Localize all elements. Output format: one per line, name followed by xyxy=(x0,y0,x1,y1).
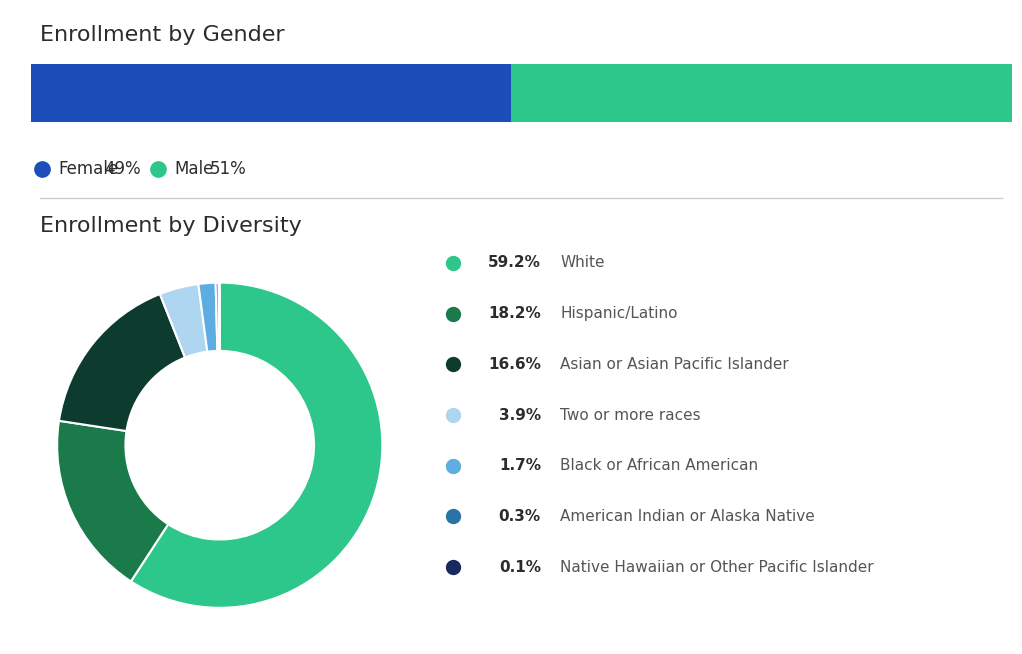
Text: Native Hawaiian or Other Pacific Islander: Native Hawaiian or Other Pacific Islande… xyxy=(560,560,874,575)
Text: Hispanic/Latino: Hispanic/Latino xyxy=(560,306,678,321)
Wedge shape xyxy=(159,284,207,358)
Text: Two or more races: Two or more races xyxy=(560,407,701,422)
Text: 59.2%: 59.2% xyxy=(487,256,541,271)
Text: 16.6%: 16.6% xyxy=(487,357,541,372)
Text: American Indian or Alaska Native: American Indian or Alaska Native xyxy=(560,509,816,524)
Text: White: White xyxy=(560,256,605,271)
Text: 51%: 51% xyxy=(211,160,247,178)
Text: 3.9%: 3.9% xyxy=(499,407,541,422)
Wedge shape xyxy=(57,421,169,581)
Wedge shape xyxy=(59,294,185,431)
Text: Enrollment by Diversity: Enrollment by Diversity xyxy=(41,216,303,235)
Text: 0.1%: 0.1% xyxy=(499,560,541,575)
Text: Asian or Asian Pacific Islander: Asian or Asian Pacific Islander xyxy=(560,357,789,372)
Text: 18.2%: 18.2% xyxy=(489,306,541,321)
Bar xyxy=(511,64,1012,122)
Text: Black or African American: Black or African American xyxy=(560,458,758,473)
Bar xyxy=(31,64,511,122)
Text: 0.3%: 0.3% xyxy=(499,509,541,524)
Wedge shape xyxy=(198,283,218,352)
Text: Enrollment by Gender: Enrollment by Gender xyxy=(41,25,285,44)
Text: 49%: 49% xyxy=(104,160,141,178)
Wedge shape xyxy=(131,283,382,608)
Wedge shape xyxy=(216,283,219,351)
Text: 1.7%: 1.7% xyxy=(499,458,541,473)
Text: Female: Female xyxy=(58,160,119,178)
Text: Male: Male xyxy=(174,160,214,178)
